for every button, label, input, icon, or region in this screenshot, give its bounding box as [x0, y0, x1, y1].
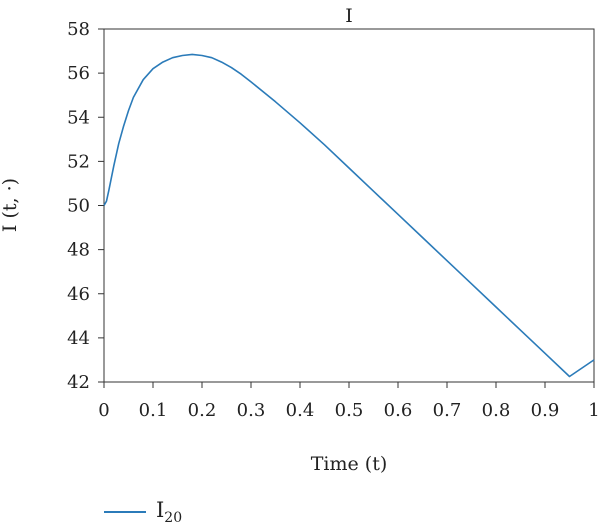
x-tick-label: 0.8 [482, 400, 511, 421]
x-tick-label: 0.1 [139, 400, 168, 421]
plot-frame [103, 28, 595, 383]
series-line-i20 [103, 53, 595, 378]
x-tick-label: 0.2 [188, 400, 217, 421]
x-tick-label: 1 [588, 400, 599, 421]
y-tick-label: 44 [67, 328, 90, 349]
legend-swatch [104, 511, 146, 513]
chart-title: I [345, 5, 353, 27]
x-axis-title: Time (t) [311, 453, 388, 475]
x-tick-label: 0.4 [286, 400, 315, 421]
legend-label: I20 [156, 498, 182, 526]
y-axis-title: I (t, ·) [0, 178, 21, 232]
x-tick-label: 0.6 [384, 400, 413, 421]
y-tick-label: 48 [67, 240, 90, 261]
y-axis: 42 44 46 48 50 52 54 56 58 [67, 19, 104, 393]
y-tick-label: 52 [67, 151, 90, 172]
legend: I20 [104, 497, 182, 527]
y-tick-label: 50 [67, 196, 90, 217]
y-tick-label: 56 [67, 63, 90, 84]
y-tick-label: 42 [67, 372, 90, 393]
x-tick-label: 0.3 [237, 400, 266, 421]
x-tick-label: 0.9 [531, 400, 560, 421]
y-tick-label: 46 [67, 284, 90, 305]
series-layer [103, 53, 595, 378]
y-tick-label: 58 [67, 19, 90, 40]
x-tick-label: 0 [98, 400, 109, 421]
y-tick-label: 54 [67, 107, 90, 128]
legend-series-subscript: 20 [164, 510, 183, 527]
x-tick-label: 0.5 [335, 400, 364, 421]
x-tick-label: 0.7 [433, 400, 462, 421]
x-axis: 0 0.1 0.2 0.3 0.4 0.5 0.6 0.7 0.8 0.9 1 [98, 382, 600, 421]
legend-series-name: I [156, 497, 165, 522]
